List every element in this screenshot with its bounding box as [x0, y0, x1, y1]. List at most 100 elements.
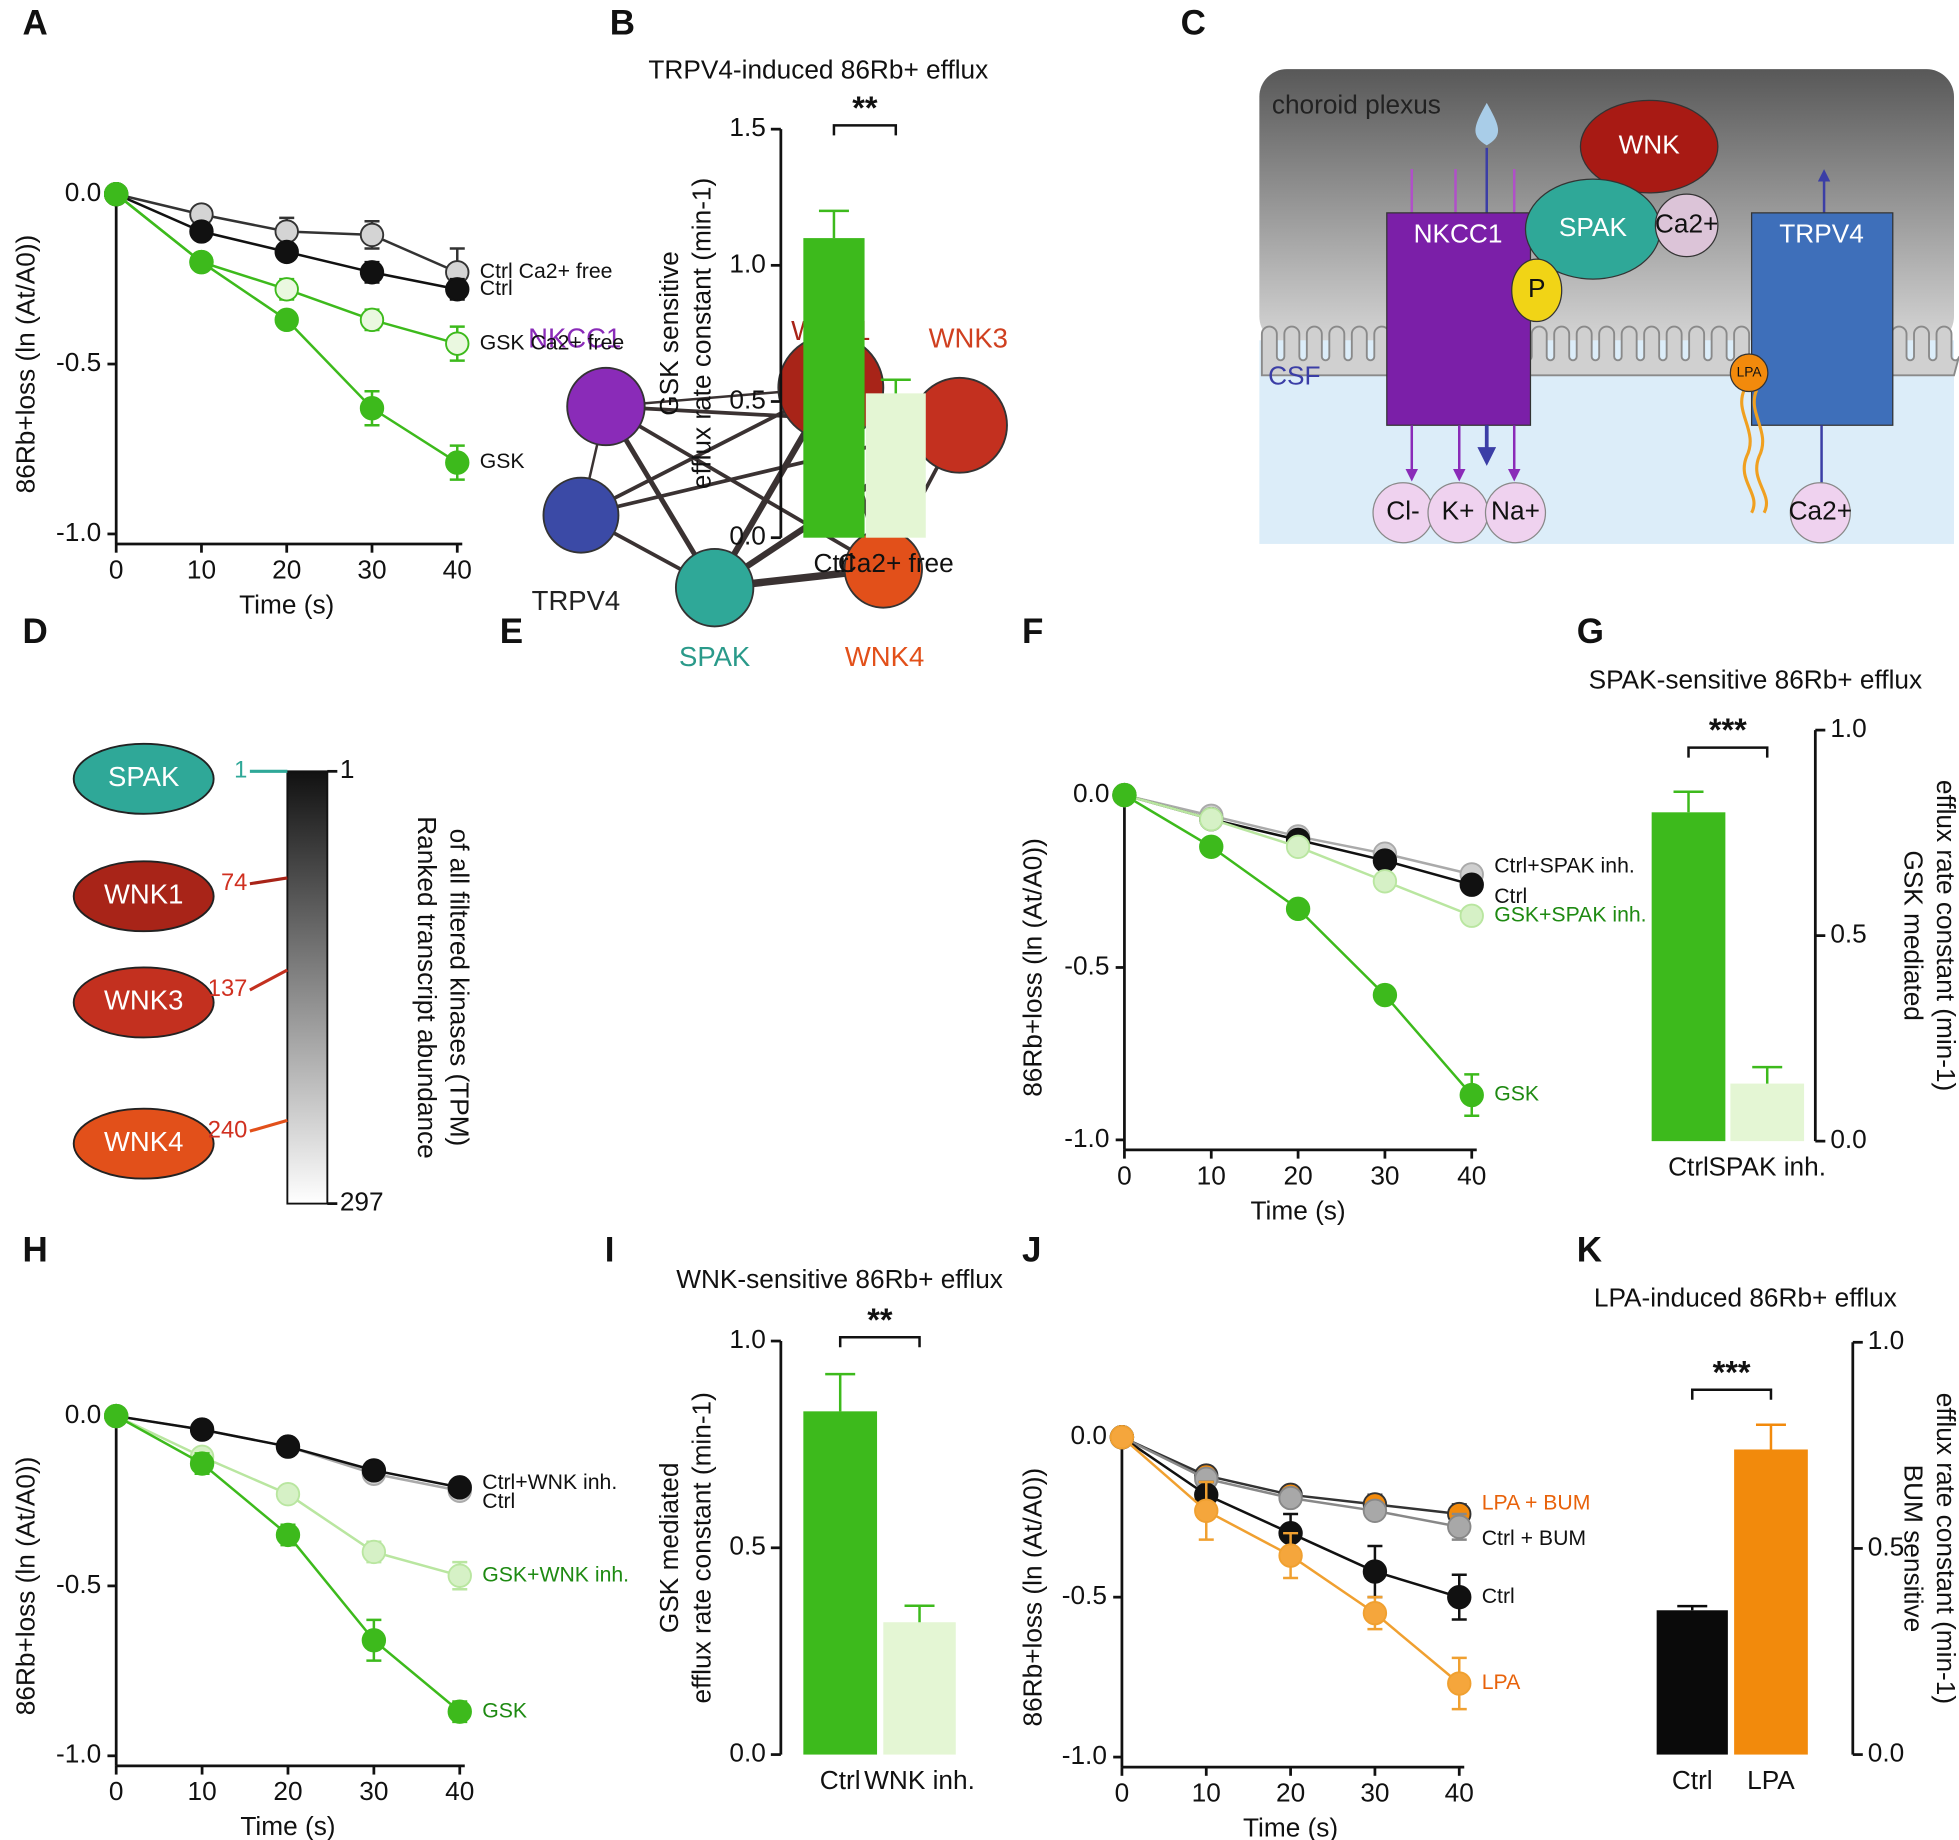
series-label: Ctrl — [482, 1490, 515, 1513]
calcium — [1654, 193, 1719, 258]
marker — [104, 1403, 129, 1429]
x-tick-label: 40 — [443, 554, 472, 584]
panel-label: J — [1022, 1231, 1041, 1270]
y-tick-label: -0.5 — [1064, 950, 1109, 980]
marker — [1447, 1514, 1472, 1539]
label: TRPV4 — [1779, 218, 1864, 248]
label: CSF — [1268, 361, 1320, 391]
x-tick-label: 30 — [359, 1776, 388, 1806]
marker — [1362, 1559, 1388, 1584]
x-tick-label: 30 — [1360, 1777, 1389, 1807]
marker — [1112, 782, 1137, 808]
error-bar — [880, 378, 911, 394]
series-label: GSK Ca2+ free — [480, 331, 624, 354]
panel-label: A — [22, 4, 47, 43]
x-tick-label: 10 — [1197, 1160, 1226, 1190]
x-tick-label: 30 — [1370, 1160, 1399, 1190]
marker — [1372, 982, 1398, 1008]
trpv4 — [1750, 212, 1894, 426]
nkcc1 — [1386, 212, 1532, 426]
series-label: GSK — [480, 450, 525, 473]
x-tick-label: 0 — [109, 1776, 124, 1806]
marker — [359, 396, 385, 421]
y-tick-label: 0.0 — [65, 1399, 101, 1429]
y-tick-label: -1.0 — [1064, 1123, 1109, 1153]
node-label: TRPV4 — [532, 585, 621, 616]
y-axis-label: efflux rate constant (min-1) — [686, 1392, 716, 1703]
colorbar-label: Ranked transcript abundance — [412, 816, 442, 1159]
error-bar — [1755, 1423, 1786, 1450]
marker — [1285, 896, 1311, 922]
marker — [104, 181, 129, 207]
y-axis-label: 86Rb+loss (ln (At/A0)) — [1017, 838, 1047, 1097]
lipid-tail — [1740, 389, 1768, 514]
significance-bracket — [832, 124, 898, 136]
label: Na+ — [1491, 496, 1540, 526]
series-label: GSK — [482, 1699, 527, 1722]
x-tick-label: 0 — [1117, 1160, 1132, 1190]
marker — [1459, 872, 1484, 897]
x-tick-label: 10 — [1192, 1777, 1221, 1807]
x-tick-label: 20 — [1276, 1777, 1305, 1807]
y-tick-label: 1.0 — [1830, 713, 1866, 743]
y-tick-label: 0.0 — [1073, 778, 1109, 808]
rank-line — [249, 968, 289, 992]
bar — [1651, 812, 1726, 1142]
error-bar — [825, 1372, 856, 1412]
panel-label: D — [22, 612, 47, 651]
node — [542, 476, 620, 554]
marker — [1447, 1584, 1472, 1610]
marker — [1372, 848, 1398, 873]
significance: *** — [1709, 712, 1747, 748]
node — [674, 548, 755, 628]
kinase — [72, 742, 215, 815]
bar — [1730, 1083, 1805, 1142]
y-tick-label: -1.0 — [1062, 1740, 1107, 1770]
x-tick-label: Ctrl — [1668, 1152, 1709, 1182]
y-axis-label: GSK mediated — [1899, 850, 1929, 1021]
marker — [189, 219, 214, 244]
label: Cl- — [1386, 496, 1420, 526]
significance-bracket — [1687, 746, 1769, 758]
panel-label: G — [1577, 612, 1604, 651]
series-label: Ctrl — [1494, 885, 1527, 908]
bar — [1656, 1610, 1728, 1755]
rank-line — [249, 1118, 288, 1133]
panel-label: K — [1577, 1231, 1602, 1270]
marker — [359, 307, 385, 333]
marker — [1278, 1543, 1303, 1568]
marker — [274, 277, 299, 302]
y-axis-label: 86Rb+loss (ln (At/A0)) — [10, 235, 40, 494]
x-tick-label: 40 — [1445, 1777, 1474, 1807]
series-label: GSK — [1494, 1083, 1539, 1106]
node — [566, 366, 646, 447]
x-tick-label: 30 — [357, 554, 386, 584]
marker — [275, 1434, 301, 1459]
series-label: Ctrl — [1482, 1585, 1515, 1608]
significance-bracket — [838, 1336, 921, 1348]
marker — [447, 1699, 472, 1724]
panel-label: E — [500, 612, 523, 651]
kinase — [72, 1107, 215, 1180]
series-label: Ctrl+WNK inh. — [482, 1471, 617, 1494]
kinase-label: WNK3 — [104, 985, 183, 1016]
x-tick-label: 10 — [187, 1776, 216, 1806]
x-axis-label: Time (s) — [240, 1811, 335, 1840]
series-label: GSK+WNK inh. — [482, 1563, 629, 1586]
y-tick-label: 0.0 — [729, 521, 765, 551]
node — [911, 376, 1008, 474]
marker — [361, 1458, 387, 1483]
panel-label: H — [22, 1231, 47, 1270]
node-label: WNK3 — [929, 323, 1008, 354]
panel-label: C — [1181, 4, 1206, 43]
error-bar — [1673, 790, 1704, 813]
x-tick-label: SPAK inh. — [1708, 1152, 1826, 1182]
panel-label: B — [610, 4, 635, 43]
y-tick-label: 0.0 — [65, 177, 101, 207]
y-axis-label: efflux rate constant (min-1) — [686, 178, 716, 489]
kinase-label: WNK4 — [104, 1126, 183, 1157]
y-tick-label: 1.0 — [729, 248, 765, 278]
x-tick-label: WNK inh. — [864, 1765, 975, 1795]
marker — [445, 331, 470, 356]
